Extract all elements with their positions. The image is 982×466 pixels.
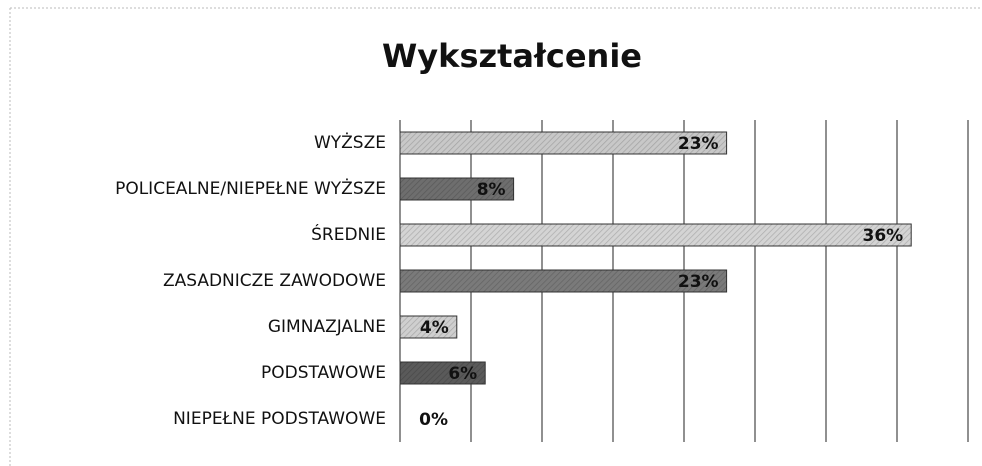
value-label: 0% [419,410,448,430]
value-label: 8% [477,180,506,200]
category-label: ZASADNICZE ZAWODOWE [163,271,386,291]
value-label: 4% [420,318,449,338]
value-label: 6% [448,364,477,384]
category-label: WYŻSZE [314,132,386,153]
value-label: 36% [862,226,903,246]
category-label: GIMNAZJALNE [268,317,386,337]
bar-hatch [400,178,514,200]
bar-hatch [400,270,727,292]
category-label: PODSTAWOWE [261,363,386,383]
value-label: 23% [678,134,719,154]
category-label: NIEPEŁNE PODSTAWOWE [173,409,386,429]
bar-hatch [400,362,486,384]
bar-hatch [400,316,457,338]
chart-title: Wykształcenie [382,37,642,75]
bar-hatch [400,132,727,154]
bar-hatch [400,224,912,246]
value-label: 23% [678,272,719,292]
category-label: ŚREDNIE [311,223,386,245]
category-label: POLICEALNE/NIEPEŁNE WYŻSZE [115,178,386,199]
